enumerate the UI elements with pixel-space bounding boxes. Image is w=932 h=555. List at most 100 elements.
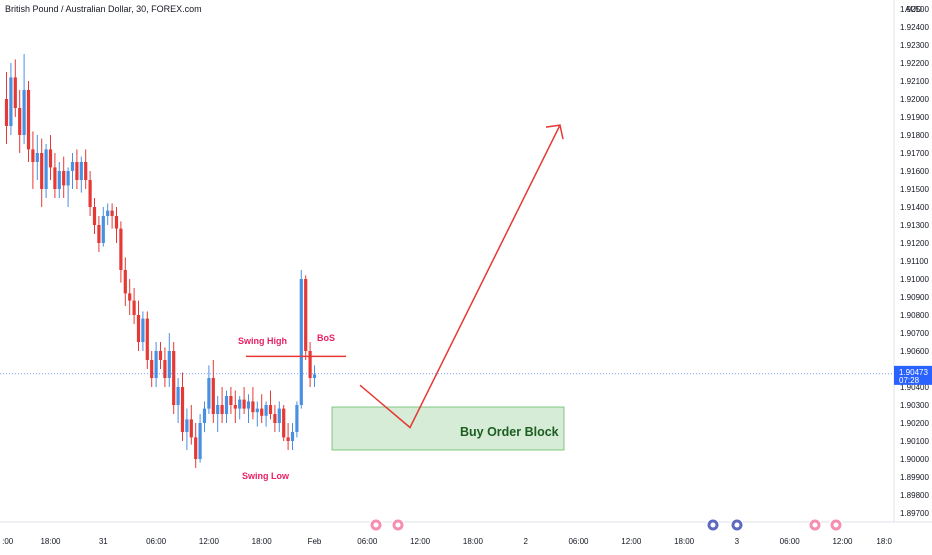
candle-body[interactable] — [70, 162, 75, 171]
candle-body[interactable] — [4, 99, 9, 126]
candle-body[interactable] — [132, 300, 136, 315]
order-block-zone[interactable] — [331, 406, 565, 451]
candle-body[interactable] — [92, 207, 97, 225]
candle-body[interactable] — [202, 408, 207, 423]
candle-body[interactable] — [290, 432, 295, 441]
candle-body[interactable] — [233, 405, 237, 409]
candle-body[interactable] — [273, 414, 277, 423]
time-tick-label: 18:00 — [674, 537, 695, 546]
candle-body[interactable] — [18, 108, 22, 135]
projection-path[interactable] — [359, 124, 561, 429]
price-tick-label: 1.92400 — [900, 23, 929, 32]
candle-body[interactable] — [172, 351, 176, 405]
candle-body[interactable] — [88, 180, 92, 207]
candle-body[interactable] — [158, 351, 163, 360]
candle-body[interactable] — [53, 167, 57, 189]
time-tick-label: 12:00 — [832, 537, 853, 546]
event-icon-center — [734, 522, 740, 528]
price-tick-label: 1.91500 — [900, 185, 929, 194]
candle-body[interactable] — [106, 210, 110, 216]
candle-body[interactable] — [220, 405, 224, 414]
candle-body[interactable] — [167, 351, 171, 378]
candle-body[interactable] — [84, 162, 88, 180]
candle-body[interactable] — [57, 171, 61, 189]
swing-low-label: Swing Low — [242, 471, 290, 481]
candle-body[interactable] — [185, 419, 189, 432]
candle-body[interactable] — [22, 90, 26, 135]
candle-body[interactable] — [304, 279, 308, 351]
price-tick-label: 1.91900 — [900, 113, 929, 122]
candle-body[interactable] — [251, 401, 255, 413]
price-tick-label: 1.92300 — [900, 41, 929, 50]
candle-body[interactable] — [31, 149, 35, 162]
candle-body[interactable] — [40, 153, 44, 189]
price-axis[interactable]: 1.92500 1.92400 1.92300 1.92200 1.92100 1.920… — [894, 5, 932, 518]
candle-body[interactable] — [295, 405, 299, 432]
time-tick-label: 06:00 — [357, 537, 378, 546]
candle-body[interactable] — [286, 437, 290, 441]
candle-body[interactable] — [154, 351, 158, 378]
candle-body[interactable] — [308, 351, 312, 378]
candle-body[interactable] — [44, 149, 48, 189]
candle-body[interactable] — [48, 149, 53, 168]
candle-body[interactable] — [9, 77, 13, 126]
candle-body[interactable] — [13, 77, 17, 108]
price-tick-label: 1.90000 — [900, 455, 929, 464]
candle-body[interactable] — [62, 171, 66, 186]
swing-high-label: Swing High — [238, 336, 287, 346]
candle-body[interactable] — [114, 216, 119, 229]
price-tick-label: 1.89700 — [900, 509, 929, 518]
candle-body[interactable] — [97, 225, 101, 243]
candle-body[interactable] — [198, 423, 202, 459]
candle-body[interactable] — [163, 360, 167, 378]
candle-body[interactable] — [246, 401, 251, 409]
candle-body[interactable] — [128, 293, 132, 301]
price-tick-label: 1.91100 — [900, 257, 929, 266]
candle-body[interactable] — [110, 210, 114, 216]
candle-body[interactable] — [277, 408, 281, 423]
last-price-badge — [894, 365, 932, 385]
time-tick-label: 18:0 — [876, 537, 892, 546]
candle-body[interactable] — [238, 399, 242, 409]
candle-body[interactable] — [207, 378, 211, 409]
candle-body[interactable] — [255, 408, 259, 413]
candle-body[interactable] — [26, 90, 31, 150]
candle-body[interactable] — [189, 419, 193, 438]
candle-body[interactable] — [136, 315, 141, 342]
candle-body[interactable] — [312, 374, 317, 378]
price-tick-label: 1.90400 — [900, 383, 929, 392]
candle-body[interactable] — [119, 228, 123, 270]
candle-body[interactable] — [211, 378, 215, 414]
candle-body[interactable] — [282, 408, 286, 438]
time-axis[interactable]: :00 18:00 31 06:00 12:00 18:00 Feb 06:00 12:00 18… — [2, 537, 892, 546]
time-tick-label: 18:00 — [463, 537, 484, 546]
chart-title: British Pound / Australian Dollar, 30, F… — [5, 4, 202, 14]
candle-body[interactable] — [224, 396, 229, 414]
event-icon-center — [373, 522, 379, 528]
time-tick-label: 12:00 — [410, 537, 431, 546]
candle-body[interactable] — [299, 279, 303, 405]
candle-body[interactable] — [242, 399, 246, 409]
candle-body[interactable] — [194, 437, 198, 459]
candle-body[interactable] — [35, 153, 39, 162]
candle-body[interactable] — [264, 405, 268, 416]
price-tick-label: 1.91400 — [900, 203, 929, 212]
time-tick-label: 06:00 — [780, 537, 801, 546]
candle-body[interactable] — [180, 387, 185, 432]
candle-body[interactable] — [66, 171, 70, 186]
candle-body[interactable] — [75, 162, 79, 180]
candle-body[interactable] — [145, 318, 149, 360]
candle-body[interactable] — [141, 318, 145, 342]
candle-body[interactable] — [260, 408, 264, 416]
candle-body[interactable] — [123, 270, 127, 294]
candle-body[interactable] — [79, 162, 83, 180]
candle-body[interactable] — [150, 360, 154, 378]
candle-body[interactable] — [268, 405, 273, 414]
candle-body[interactable] — [101, 216, 105, 243]
candle-body[interactable] — [229, 396, 233, 405]
candle-body[interactable] — [216, 405, 220, 414]
candle-body[interactable] — [176, 387, 180, 405]
price-tick-label: 1.89900 — [900, 473, 929, 482]
